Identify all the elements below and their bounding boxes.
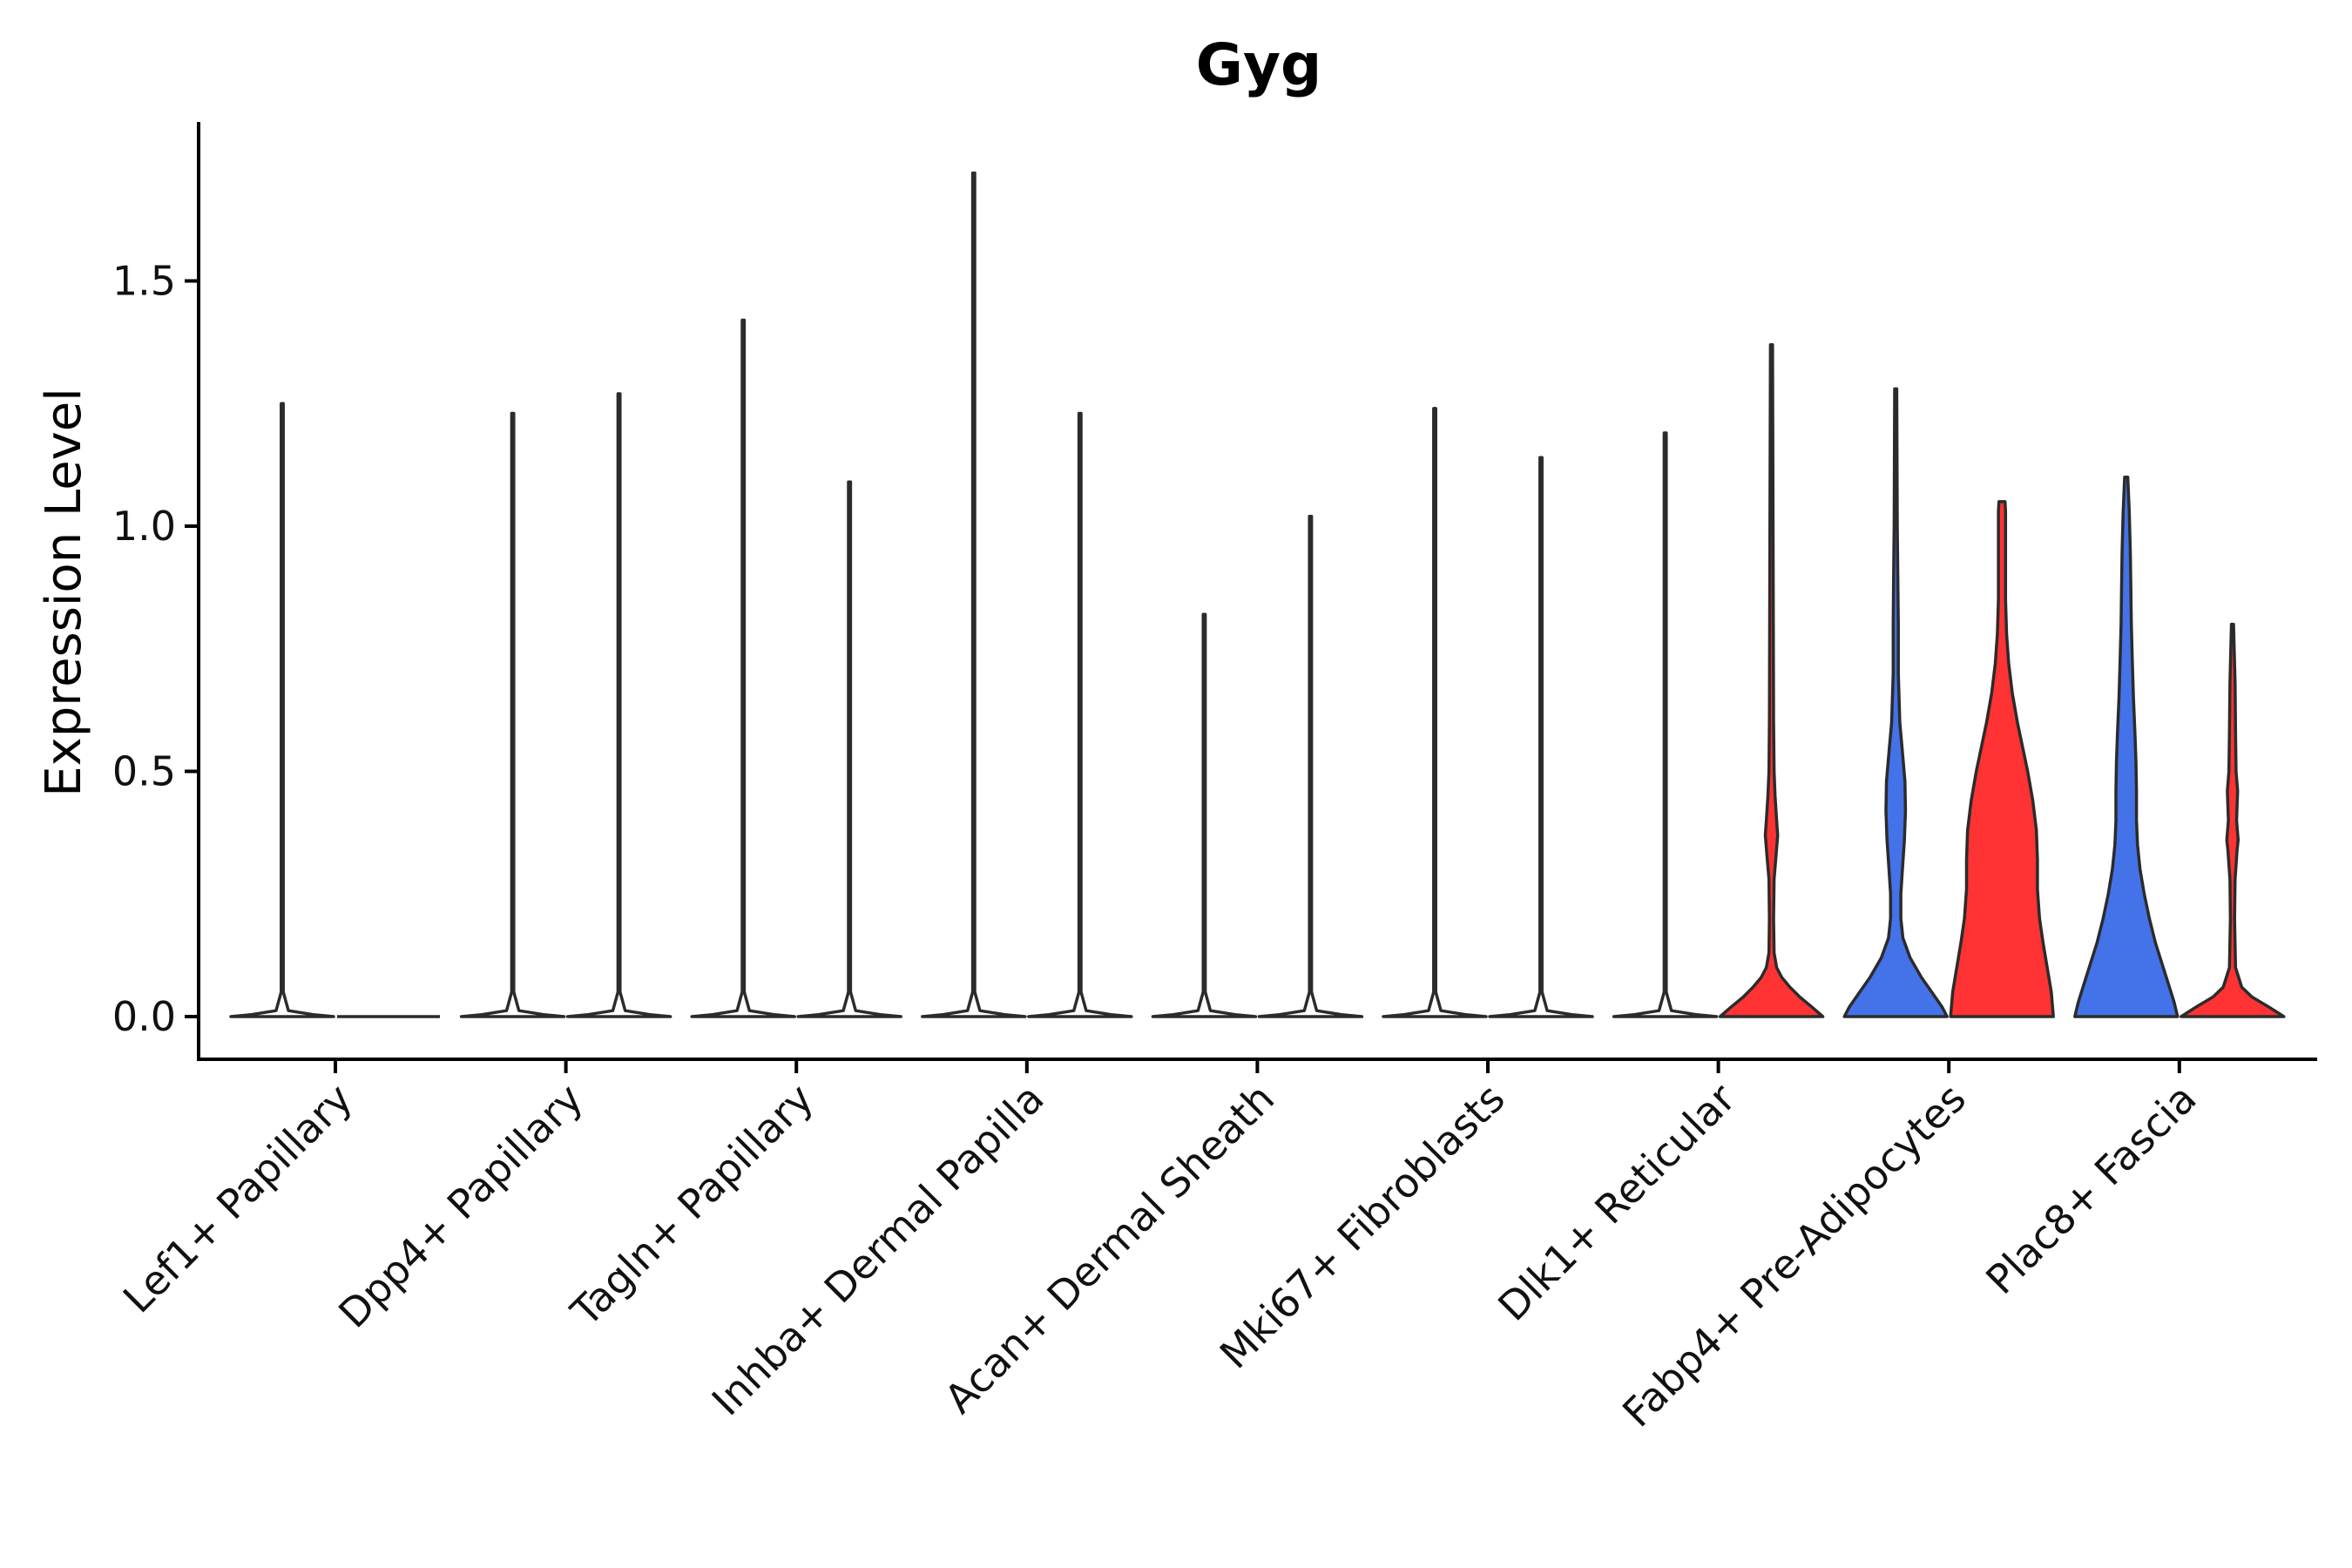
x-tick-label: Dpp4+ Papillary [329,1075,591,1337]
violin-5-left [1382,407,1488,1018]
violin-1-right [565,392,672,1018]
violin-6-right [1718,342,1825,1018]
y-axis-label: Expression Level [36,388,92,797]
violin-6-left [1612,431,1719,1018]
violin-8-right [2180,622,2286,1018]
violin-3-left [921,171,1027,1018]
violin-3-right [1027,411,1133,1018]
violin-1-left [459,411,566,1018]
y-ticks: 0.0 0.5 1.0 1.5 [112,258,199,1040]
y-tick-label: 1.0 [112,503,176,550]
y-tick-label: 1.5 [112,258,176,305]
x-tick-label: Plac8+ Fascia [1977,1075,2205,1303]
violin-0-left [229,402,335,1018]
y-tick-label: 0.0 [112,993,176,1040]
y-tick-label: 0.5 [112,748,176,795]
violin-2-right [796,480,902,1018]
x-tick-label: Dlk1+ Reticular [1489,1075,1744,1330]
x-tick-label: Lef1+ Papillary [114,1075,362,1322]
x-tick-label: Tagln+ Papillary [561,1075,822,1336]
violin-5-right [1488,456,1594,1018]
violin-group [229,171,2286,1018]
violin-2-left [690,318,796,1018]
violin-8-left [2073,475,2180,1018]
violin-7-left [1842,387,1949,1018]
violin-7-right [1949,500,2055,1018]
chart-title: Gyg [1196,31,1321,98]
violin-4-right [1257,514,1364,1018]
violin-4-left [1151,612,1258,1018]
